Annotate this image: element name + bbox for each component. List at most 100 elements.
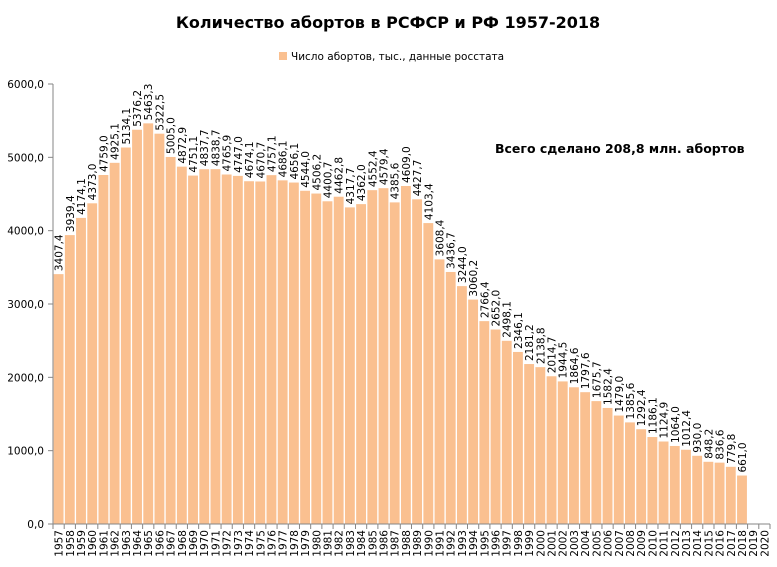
x-tick-label: 1976 [266, 530, 278, 557]
x-tick-label: 1966 [154, 530, 166, 557]
y-tick-label: 4000,0 [7, 226, 44, 238]
data-label: 5322,5 [154, 94, 166, 131]
x-tick-label: 2019 [748, 530, 760, 557]
bar [378, 188, 389, 524]
bar [255, 181, 266, 524]
x-tick-label: 1993 [457, 530, 469, 557]
data-label: 1012,4 [681, 410, 693, 447]
x-tick-label: 1989 [412, 530, 424, 557]
data-label: 4462,8 [334, 157, 346, 194]
data-label: 1385,6 [625, 382, 637, 419]
bar [714, 462, 725, 524]
bar [132, 129, 142, 524]
bar [76, 217, 86, 524]
data-label: 1292,4 [636, 389, 648, 426]
data-label: 1064,0 [670, 406, 682, 443]
data-label: 4925,1 [110, 123, 122, 160]
bar [524, 364, 535, 524]
data-label: 4385,6 [390, 162, 402, 199]
data-label: 1186,1 [647, 397, 659, 434]
data-label: 4544,0 [300, 151, 312, 188]
x-tick-label: 1992 [446, 530, 458, 557]
bar [165, 156, 176, 524]
bar [636, 429, 647, 524]
data-label: 2138,8 [535, 327, 547, 364]
bar [557, 381, 568, 524]
bar [647, 437, 658, 524]
data-label: 836,6 [715, 429, 727, 459]
y-tick-label: 1000,0 [7, 446, 44, 458]
x-tick-label: 2015 [703, 530, 715, 557]
data-label: 4686,1 [278, 141, 290, 178]
x-tick-label: 1985 [367, 530, 379, 557]
data-label: 1797,6 [580, 352, 592, 389]
bar [692, 455, 703, 524]
x-tick-label: 2006 [603, 530, 615, 557]
data-label: 4759,0 [98, 135, 110, 172]
bar [98, 175, 109, 525]
legend: Число абортов, тыс., данные росстата [279, 51, 504, 63]
x-tick-label: 1979 [300, 530, 312, 557]
x-tick-label: 1961 [98, 530, 110, 557]
data-label: 4174,1 [76, 178, 88, 215]
data-label: 4747,0 [233, 136, 245, 173]
y-tick-label: 2000,0 [7, 372, 44, 384]
x-tick-label: 1957 [54, 530, 66, 557]
x-tick-label: 2010 [647, 530, 659, 557]
data-label: 1675,7 [591, 361, 603, 398]
x-tick-label: 1968 [177, 530, 189, 557]
x-tick-label: 1965 [143, 530, 155, 557]
chart-title: Количество абортов в РСФСР и РФ 1957-201… [176, 13, 600, 32]
bar [412, 199, 423, 524]
data-label: 779,8 [726, 434, 738, 464]
x-tick-label: 1980 [311, 530, 323, 557]
data-label: 2014,7 [547, 337, 559, 374]
x-tick-label: 2004 [580, 530, 592, 557]
x-tick-label: 1975 [255, 530, 267, 557]
bar [288, 182, 299, 524]
data-label: 3407,4 [54, 234, 66, 271]
x-tick-label: 2013 [681, 530, 693, 557]
y-tick-label: 6000,0 [7, 79, 44, 91]
x-tick-label: 1977 [278, 530, 290, 557]
data-label: 4656,1 [289, 143, 301, 180]
bar [737, 475, 747, 524]
x-tick-label: 1986 [378, 530, 390, 557]
bar [468, 299, 479, 524]
data-label: 848,2 [703, 429, 715, 459]
data-label: 4552,4 [367, 150, 379, 187]
data-label: 4362,0 [356, 164, 368, 201]
bar [591, 401, 602, 524]
data-label: 4674,1 [244, 141, 256, 178]
x-tick-label: 1959 [76, 530, 88, 557]
bar [176, 166, 187, 525]
bar [580, 392, 591, 524]
bar [210, 169, 221, 525]
data-label: 2652,0 [491, 290, 503, 327]
data-label: 4837,7 [199, 129, 211, 166]
x-tick-label: 2020 [759, 530, 771, 557]
bar [501, 340, 512, 524]
bar [479, 321, 490, 524]
data-label: 2181,2 [524, 324, 536, 361]
legend-swatch [279, 52, 287, 60]
data-label: 4838,7 [210, 129, 222, 166]
data-label: 4757,1 [266, 135, 278, 172]
data-label: 2498,1 [502, 301, 514, 338]
x-tick-label: 2017 [726, 530, 738, 557]
data-label: 3436,7 [446, 232, 458, 269]
bar [445, 271, 456, 524]
bar [602, 407, 613, 524]
x-tick-label: 1963 [121, 530, 133, 557]
x-tick-label: 1971 [210, 530, 222, 557]
bar [669, 445, 680, 524]
y-tick-label: 3000,0 [7, 299, 44, 311]
data-label: 3244,0 [457, 246, 469, 283]
data-label: 1479,0 [614, 376, 626, 413]
bar [221, 174, 232, 524]
bar [322, 201, 333, 525]
data-label: 661,0 [737, 442, 749, 472]
data-label: 4317,7 [345, 168, 357, 205]
x-tick-label: 1990 [423, 530, 435, 557]
bar [681, 449, 691, 524]
